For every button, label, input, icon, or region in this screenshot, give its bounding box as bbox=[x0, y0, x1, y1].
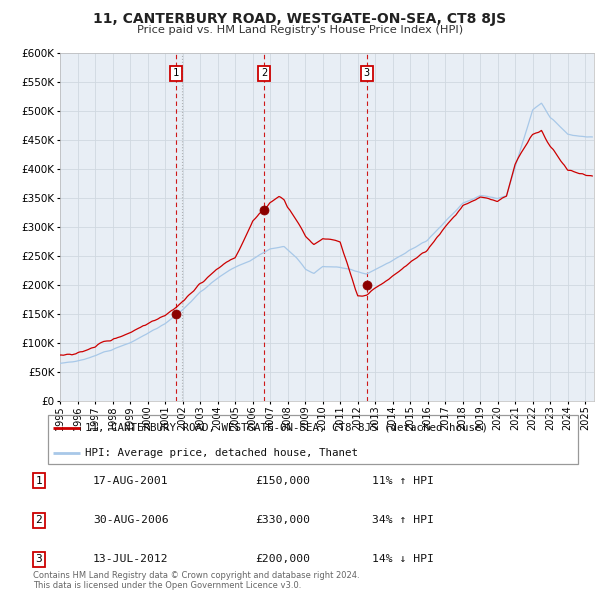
Text: 3: 3 bbox=[364, 68, 370, 78]
Text: Price paid vs. HM Land Registry's House Price Index (HPI): Price paid vs. HM Land Registry's House … bbox=[137, 25, 463, 35]
Text: 11% ↑ HPI: 11% ↑ HPI bbox=[372, 476, 434, 486]
Text: 30-AUG-2006: 30-AUG-2006 bbox=[93, 516, 169, 525]
Text: 3: 3 bbox=[35, 555, 43, 564]
Text: £330,000: £330,000 bbox=[255, 516, 310, 525]
Text: 11, CANTERBURY ROAD, WESTGATE-ON-SEA, CT8 8JS (detached house): 11, CANTERBURY ROAD, WESTGATE-ON-SEA, CT… bbox=[85, 423, 488, 433]
Text: 2: 2 bbox=[261, 68, 267, 78]
Text: 2: 2 bbox=[35, 516, 43, 525]
Text: 17-AUG-2001: 17-AUG-2001 bbox=[93, 476, 169, 486]
Text: 1: 1 bbox=[173, 68, 179, 78]
Text: £150,000: £150,000 bbox=[255, 476, 310, 486]
Text: HPI: Average price, detached house, Thanet: HPI: Average price, detached house, Than… bbox=[85, 448, 358, 458]
Text: 34% ↑ HPI: 34% ↑ HPI bbox=[372, 516, 434, 525]
Text: 14% ↓ HPI: 14% ↓ HPI bbox=[372, 555, 434, 564]
Text: Contains HM Land Registry data © Crown copyright and database right 2024.
This d: Contains HM Land Registry data © Crown c… bbox=[33, 571, 359, 590]
Text: £200,000: £200,000 bbox=[255, 555, 310, 564]
Text: 1: 1 bbox=[35, 476, 43, 486]
Text: 13-JUL-2012: 13-JUL-2012 bbox=[93, 555, 169, 564]
Text: 11, CANTERBURY ROAD, WESTGATE-ON-SEA, CT8 8JS: 11, CANTERBURY ROAD, WESTGATE-ON-SEA, CT… bbox=[94, 12, 506, 26]
